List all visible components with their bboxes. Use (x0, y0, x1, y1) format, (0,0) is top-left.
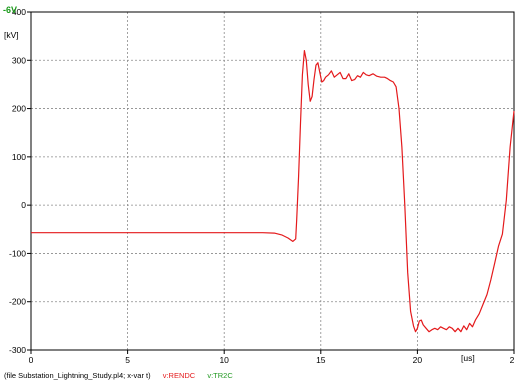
y-tick-labels: -300 -200 -100 0 100 200 300 400 (9, 7, 31, 355)
x-axis-label: [us] (461, 353, 475, 363)
y-tick-label: 400 (12, 7, 26, 17)
plot-frame (30, 11, 515, 351)
top-overlay-label: -6V (3, 5, 17, 15)
y-tick-label: 100 (12, 152, 26, 162)
footer-legend: (file Substation_Lightning_Study.pl4; x-… (4, 371, 233, 380)
x-tick-label: 15 (316, 355, 326, 365)
x-tick-label: 2 (510, 355, 515, 365)
y-tick-label: -200 (9, 297, 26, 307)
legend-entry-tr2c: v:TR2C (207, 371, 233, 380)
legend-entry-rendc: v:RENDC (162, 371, 196, 380)
y-axis-label: [kV] (4, 30, 19, 40)
file-info: (file Substation_Lightning_Study.pl4; x-… (4, 371, 151, 380)
y-tick-label: 200 (12, 104, 26, 114)
x-tick-label: 20 (413, 355, 423, 365)
series-line-0 (31, 49, 515, 333)
y-tick-label: -300 (9, 345, 26, 355)
x-tick-label: 5 (125, 355, 130, 365)
y-tick-label: 0 (21, 200, 26, 210)
grid-lines (31, 12, 514, 350)
y-tick-label: -100 (9, 248, 26, 258)
x-tick-label: 10 (219, 355, 229, 365)
x-tick-label: 0 (29, 355, 34, 365)
x-tick-labels: 0 5 10 15 20 2 (29, 350, 515, 365)
series-lines (31, 49, 515, 333)
y-tick-label: 300 (12, 55, 26, 65)
